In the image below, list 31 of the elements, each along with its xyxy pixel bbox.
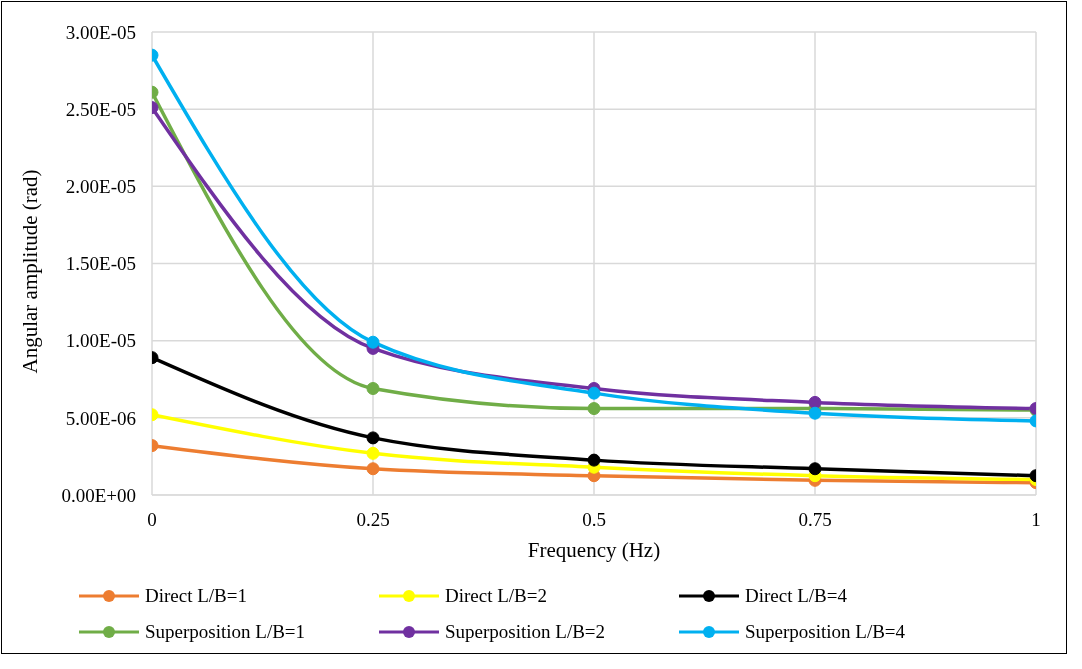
x-tick-label: 0 — [147, 509, 157, 531]
y-tick-label: 1.00E-05 — [65, 330, 136, 352]
legend-label: Superposition L/B=1 — [145, 621, 306, 643]
point — [366, 446, 380, 460]
point — [808, 406, 822, 420]
legend-label: Superposition L/B=2 — [445, 621, 606, 643]
point — [587, 402, 601, 416]
legend-label: Superposition L/B=4 — [745, 621, 906, 643]
point — [366, 462, 380, 476]
point — [366, 431, 380, 445]
point — [808, 462, 822, 476]
x-tick-label: 1 — [1031, 509, 1041, 531]
y-tick-label: 0.00E+00 — [61, 484, 136, 506]
legend-label: Direct L/B=4 — [745, 585, 847, 607]
y-tick-label: 3.00E-05 — [65, 21, 136, 43]
x-axis-title: Frequency (Hz) — [527, 538, 661, 562]
legend-label: Direct L/B=1 — [145, 585, 247, 607]
y-tick-label: 5.00E-06 — [65, 407, 136, 429]
x-tick-label: 0.25 — [356, 509, 390, 531]
y-tick-label: 1.50E-05 — [65, 253, 136, 275]
legend-label: Direct L/B=2 — [445, 585, 547, 607]
point — [366, 382, 380, 396]
point — [587, 453, 601, 467]
x-tick-label: 0.5 — [582, 509, 606, 531]
y-axis-title: Angular amplitude (rad) — [18, 169, 43, 374]
point — [587, 386, 601, 400]
x-tick-label: 0.75 — [798, 509, 832, 531]
point — [808, 395, 822, 409]
y-tick-label: 2.50E-05 — [65, 98, 136, 120]
y-tick-label: 2.00E-05 — [65, 176, 136, 198]
point — [366, 335, 380, 349]
